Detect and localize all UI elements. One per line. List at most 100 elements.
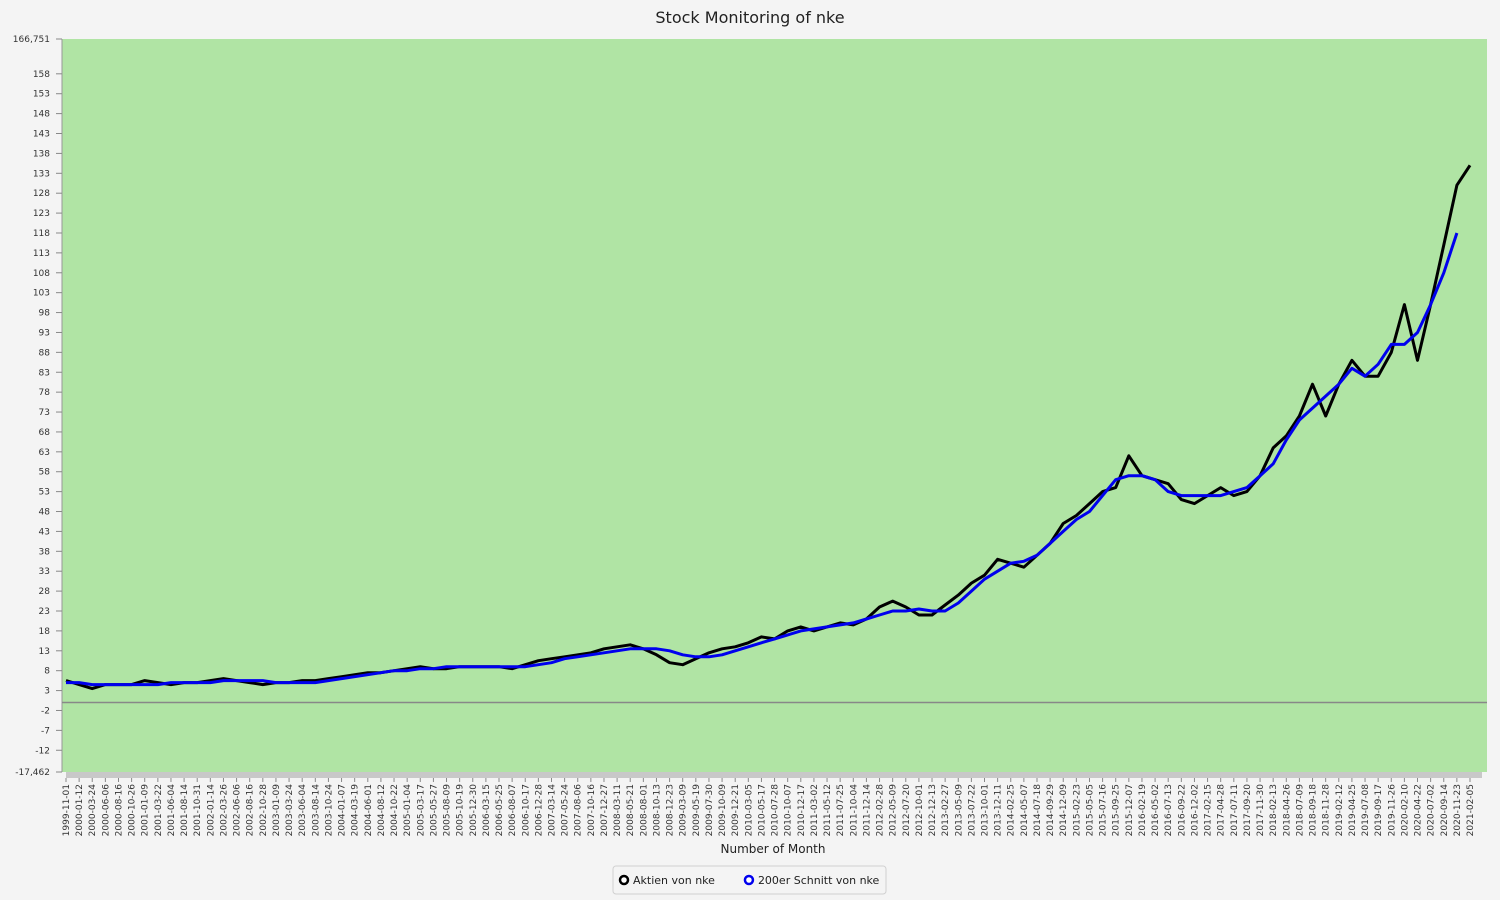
y-tick-label: 148 xyxy=(33,110,50,120)
x-axis-band xyxy=(66,772,1482,778)
x-tick-label: 2001-01-09 xyxy=(141,784,151,837)
x-tick-label: 2001-06-04 xyxy=(167,784,177,837)
y-tick-label: 128 xyxy=(33,189,50,199)
y-tick-label: 28 xyxy=(39,587,51,597)
y-tick-label: 78 xyxy=(39,388,51,398)
x-tick-label: 2011-05-12 xyxy=(823,784,833,836)
y-tick-label: 98 xyxy=(39,309,51,319)
x-tick-label: 2010-03-05 xyxy=(744,784,754,836)
x-tick-label: 2012-10-01 xyxy=(915,784,925,836)
x-tick-label: 2013-12-11 xyxy=(994,784,1004,836)
y-tick-label: 48 xyxy=(39,508,51,518)
x-tick-label: 2012-02-28 xyxy=(876,784,886,837)
x-axis-label: Number of Month xyxy=(720,842,825,856)
x-tick-label: 2004-10-22 xyxy=(390,784,400,836)
x-tick-label: 2007-10-16 xyxy=(587,784,597,837)
y-tick-label: 138 xyxy=(33,149,50,159)
x-tick-label: 2019-11-26 xyxy=(1387,784,1397,837)
y-tick-label: 118 xyxy=(33,229,50,239)
x-tick-label: 2020-02-10 xyxy=(1400,784,1410,837)
x-tick-label: 2017-04-28 xyxy=(1217,784,1227,837)
x-tick-label: 2018-02-13 xyxy=(1269,784,1279,836)
y-tick-label: 88 xyxy=(39,348,51,358)
x-tick-label: 2009-05-19 xyxy=(692,784,702,837)
legend-marker xyxy=(743,874,755,886)
y-tick-label: 13 xyxy=(39,647,50,657)
legend-label: Aktien von nke xyxy=(633,874,715,887)
x-tick-label: 2020-09-14 xyxy=(1440,784,1450,837)
x-tick-label: 2005-12-30 xyxy=(469,784,479,837)
x-tick-label: 2016-07-13 xyxy=(1164,784,1174,836)
x-tick-label: 2000-06-06 xyxy=(101,784,111,837)
x-tick-label: 2005-03-17 xyxy=(416,784,426,836)
x-tick-label: 2010-12-17 xyxy=(797,784,807,836)
x-tick-label: 2008-10-13 xyxy=(652,784,662,836)
x-tick-label: 2000-08-16 xyxy=(114,784,124,837)
x-tick-label: 2001-08-14 xyxy=(180,784,190,837)
x-tick-label: 2005-01-04 xyxy=(403,784,413,837)
x-tick-label: 2013-10-01 xyxy=(981,784,991,836)
y-tick-label: 73 xyxy=(39,408,50,418)
x-tick-label: 2017-09-20 xyxy=(1243,784,1253,837)
x-tick-label: 2013-05-09 xyxy=(954,784,964,837)
legend-marker xyxy=(618,874,630,886)
x-tick-label: 2016-12-02 xyxy=(1190,784,1200,836)
x-tick-label: 2014-05-07 xyxy=(1020,784,1030,836)
y-tick-label: 68 xyxy=(39,428,51,438)
x-tick-label: 2014-02-25 xyxy=(1007,784,1017,836)
y-tick-label: 108 xyxy=(33,269,50,279)
x-tick-label: 2002-06-06 xyxy=(233,784,243,837)
x-tick-label: 2019-02-12 xyxy=(1335,784,1345,836)
x-tick-label: 2007-12-27 xyxy=(600,784,610,836)
x-tick-label: 2019-09-17 xyxy=(1374,784,1384,836)
x-tick-label: 2016-05-02 xyxy=(1151,784,1161,836)
y-tick-label: 93 xyxy=(39,328,50,338)
plot-area xyxy=(62,39,1487,772)
y-tick-label: -2 xyxy=(41,706,50,716)
x-tick-label: 2004-01-07 xyxy=(338,784,348,836)
x-tick-label: 2003-08-14 xyxy=(311,784,321,837)
x-tick-label: 2017-07-11 xyxy=(1230,784,1240,836)
x-tick-label: 2011-07-25 xyxy=(836,784,846,836)
y-tick-label: 8 xyxy=(44,667,50,677)
x-tick-label: 2014-12-09 xyxy=(1059,784,1069,837)
x-tick-label: 2011-03-02 xyxy=(810,784,820,836)
x-tick-label: 2006-12-28 xyxy=(534,784,544,837)
y-tick-label: 123 xyxy=(33,209,50,219)
x-tick-label: 2007-08-06 xyxy=(574,784,584,837)
y-tick-label: 63 xyxy=(39,448,50,458)
x-tick-label: 2004-06-01 xyxy=(364,784,374,836)
y-tick-label: 153 xyxy=(33,90,50,100)
x-tick-label: 2017-02-15 xyxy=(1204,784,1214,836)
y-tick-label: 143 xyxy=(33,130,50,140)
x-tick-label: 2020-11-23 xyxy=(1453,784,1463,836)
y-tick-label: 166,751 xyxy=(13,35,50,45)
x-tick-label: 2008-05-21 xyxy=(626,784,636,836)
series-line xyxy=(65,164,1472,691)
x-tick-label: 2010-10-07 xyxy=(784,784,794,836)
x-tick-label: 2015-12-07 xyxy=(1125,784,1135,836)
x-tick-label: 2009-07-30 xyxy=(705,784,715,837)
y-tick-label: 103 xyxy=(33,289,50,299)
chart-title: Stock Monitoring of nke xyxy=(655,8,844,27)
x-tick-label: 2020-07-02 xyxy=(1427,784,1437,836)
x-tick-label: 2013-02-27 xyxy=(941,784,951,836)
x-tick-label: 2000-03-24 xyxy=(88,784,98,837)
x-tick-label: 2015-09-25 xyxy=(1112,784,1122,836)
x-tick-label: 2015-05-05 xyxy=(1085,784,1095,836)
y-tick-label: 83 xyxy=(39,368,50,378)
x-tick-label: 2003-01-09 xyxy=(272,784,282,837)
x-tick-label: 2002-08-16 xyxy=(246,784,256,837)
x-tick-label: 2015-02-23 xyxy=(1072,784,1082,836)
y-tick-label: 133 xyxy=(33,169,50,179)
x-tick-label: 2000-01-12 xyxy=(75,784,85,836)
x-tick-label: 2008-12-23 xyxy=(666,784,676,836)
x-tick-label: 2002-03-26 xyxy=(219,784,229,837)
y-tick-label: 113 xyxy=(33,249,50,259)
x-tick-label: 2011-10-04 xyxy=(849,784,859,837)
x-tick-label: 2005-10-19 xyxy=(456,784,466,837)
x-tick-label: 2003-03-24 xyxy=(285,784,295,837)
x-tick-label: 2011-12-14 xyxy=(862,784,872,837)
x-tick-label: 2012-07-20 xyxy=(902,784,912,837)
